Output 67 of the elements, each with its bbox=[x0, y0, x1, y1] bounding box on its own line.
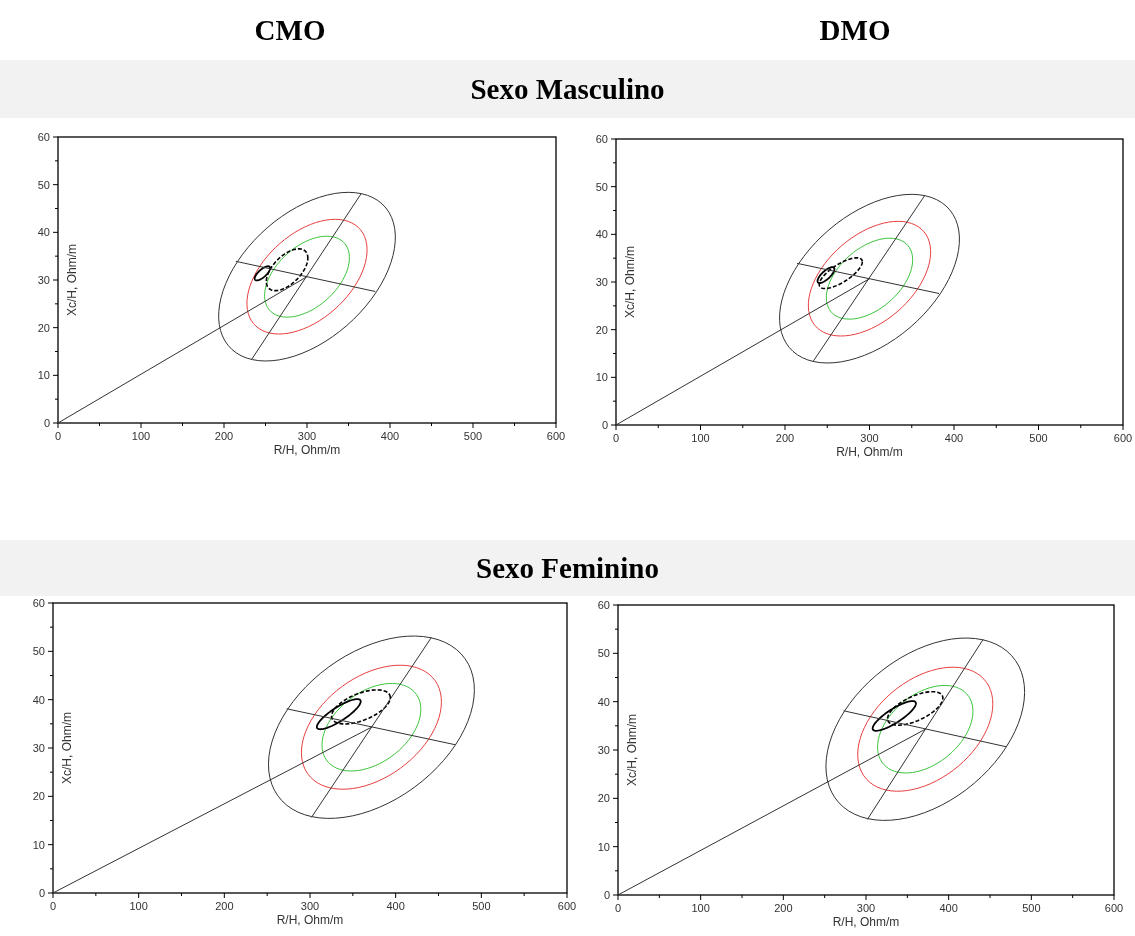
y-tick-label: 30 bbox=[32, 742, 45, 754]
x-tick-label: 400 bbox=[380, 430, 400, 442]
y-tick-label: 50 bbox=[595, 180, 608, 193]
x-tick-label: 0 bbox=[612, 432, 620, 444]
y-tick-label: 30 bbox=[595, 276, 608, 288]
y-axis-title: Xc/H, Ohm/m bbox=[65, 243, 79, 317]
y-tick-label: 20 bbox=[37, 321, 50, 334]
y-axis-title: Xc/H, Ohm/m bbox=[625, 713, 639, 787]
x-tick-label: 500 bbox=[463, 430, 483, 442]
y-tick-label: 10 bbox=[595, 371, 608, 384]
x-tick-label: 0 bbox=[54, 430, 62, 442]
y-tick-label: 20 bbox=[32, 790, 45, 803]
y-tick-label: 40 bbox=[595, 228, 608, 241]
x-tick-label: 400 bbox=[944, 432, 964, 444]
y-tick-label: 10 bbox=[597, 840, 610, 853]
y-tick-label: 10 bbox=[37, 369, 50, 382]
x-tick-label: 300 bbox=[860, 432, 879, 444]
x-tick-label: 500 bbox=[472, 900, 491, 912]
x-tick-label: 300 bbox=[300, 900, 320, 912]
x-tick-label: 100 bbox=[691, 902, 710, 914]
y-tick-label: 60 bbox=[597, 599, 610, 611]
y-tick-label: 20 bbox=[595, 323, 608, 336]
x-tick-label: 500 bbox=[1022, 902, 1041, 914]
x-axis-title: R/H, Ohm/m bbox=[836, 445, 903, 459]
x-tick-label: 300 bbox=[297, 430, 317, 442]
y-tick-label: 60 bbox=[595, 133, 608, 145]
y-tick-label: 20 bbox=[597, 792, 610, 805]
x-tick-label: 500 bbox=[1029, 432, 1048, 444]
y-axis-title: Xc/H, Ohm/m bbox=[623, 245, 637, 319]
x-tick-label: 200 bbox=[215, 900, 234, 912]
chart-subtitle: Sexo Masculino bbox=[470, 73, 665, 105]
x-tick-label: 100 bbox=[691, 432, 710, 444]
x-tick-label: 200 bbox=[214, 430, 234, 442]
y-tick-label: 40 bbox=[37, 226, 50, 239]
y-tick-label: 40 bbox=[597, 695, 610, 708]
y-tick-label: 0 bbox=[38, 887, 45, 899]
x-tick-label: 600 bbox=[1113, 432, 1133, 444]
x-tick-label: 100 bbox=[129, 900, 148, 912]
x-tick-label: 600 bbox=[546, 430, 566, 442]
x-tick-label: 200 bbox=[775, 432, 795, 444]
y-tick-label: 30 bbox=[37, 274, 50, 286]
x-tick-label: 300 bbox=[856, 902, 876, 914]
x-axis-title: R/H, Ohm/m bbox=[832, 915, 900, 929]
y-tick-label: 60 bbox=[37, 131, 50, 143]
y-tick-label: 30 bbox=[597, 744, 610, 756]
y-axis-title: Xc/H, Ohm/m bbox=[60, 711, 74, 785]
x-tick-label: 600 bbox=[1104, 902, 1124, 914]
y-tick-label: 0 bbox=[43, 417, 50, 429]
y-tick-label: 10 bbox=[32, 838, 45, 851]
chart-subtitle: Sexo Feminino bbox=[476, 552, 659, 584]
x-tick-label: 200 bbox=[774, 902, 793, 914]
x-tick-label: 100 bbox=[131, 430, 151, 442]
y-tick-label: 40 bbox=[32, 693, 45, 706]
y-tick-label: 60 bbox=[32, 597, 45, 609]
x-tick-label: 400 bbox=[939, 902, 958, 914]
y-tick-label: 50 bbox=[597, 647, 610, 660]
x-tick-label: 600 bbox=[557, 900, 577, 912]
x-tick-label: 0 bbox=[614, 902, 622, 914]
chart-title: DMO bbox=[819, 14, 891, 46]
y-tick-label: 0 bbox=[601, 419, 608, 431]
x-axis-title: R/H, Ohm/m bbox=[273, 443, 341, 457]
x-tick-label: 400 bbox=[386, 900, 405, 912]
chart-title: CMO bbox=[254, 14, 326, 46]
x-axis-title: R/H, Ohm/m bbox=[276, 913, 344, 927]
y-tick-label: 0 bbox=[603, 889, 610, 901]
y-tick-label: 50 bbox=[37, 178, 50, 191]
y-tick-label: 50 bbox=[32, 645, 45, 658]
